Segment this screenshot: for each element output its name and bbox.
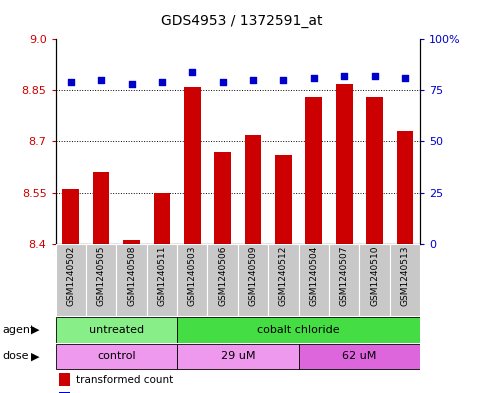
Text: GSM1240511: GSM1240511 (157, 246, 167, 306)
Text: GSM1240503: GSM1240503 (188, 246, 197, 306)
Bar (390, 244, 420, 316)
Bar (116, 244, 147, 316)
Text: GSM1240513: GSM1240513 (400, 246, 410, 306)
Bar (329, 244, 359, 316)
Text: agent: agent (2, 325, 35, 335)
Text: ▶: ▶ (31, 325, 40, 335)
Text: GSM1240509: GSM1240509 (249, 246, 257, 306)
Bar (62, 189, 79, 244)
Text: GSM1240506: GSM1240506 (218, 246, 227, 306)
Bar (397, 131, 413, 244)
Bar (366, 97, 383, 244)
Text: untreated: untreated (89, 325, 144, 335)
Text: GSM1240508: GSM1240508 (127, 246, 136, 306)
Bar (59, 392, 70, 393)
Point (310, 75, 318, 81)
Text: GSM1240512: GSM1240512 (279, 246, 288, 306)
Text: 62 uM: 62 uM (342, 351, 377, 362)
Text: dose: dose (2, 351, 29, 362)
Bar (177, 244, 208, 316)
Bar (177, 343, 298, 369)
Point (280, 77, 287, 83)
Bar (177, 317, 420, 343)
Bar (245, 135, 261, 244)
Point (249, 77, 257, 83)
Text: GDS4953 / 1372591_at: GDS4953 / 1372591_at (161, 14, 322, 28)
Text: control: control (97, 351, 136, 362)
Point (188, 69, 196, 75)
Bar (208, 244, 238, 316)
Bar (59, 373, 70, 386)
Point (219, 79, 227, 85)
Bar (56, 317, 177, 343)
Text: GSM1240502: GSM1240502 (66, 246, 75, 306)
Text: 29 uM: 29 uM (221, 351, 255, 362)
Bar (238, 244, 268, 316)
Bar (336, 84, 353, 244)
Point (128, 81, 135, 87)
Point (67, 79, 74, 85)
Bar (214, 152, 231, 244)
Bar (275, 155, 292, 244)
Text: cobalt chloride: cobalt chloride (257, 325, 340, 335)
Bar (86, 244, 116, 316)
Bar (298, 343, 420, 369)
Text: GSM1240504: GSM1240504 (309, 246, 318, 306)
Bar (268, 244, 298, 316)
Bar (359, 244, 390, 316)
Bar (56, 343, 177, 369)
Point (158, 79, 166, 85)
Bar (147, 244, 177, 316)
Point (97, 77, 105, 83)
Text: transformed count: transformed count (76, 375, 173, 385)
Bar (93, 172, 110, 244)
Point (371, 73, 379, 79)
Text: GSM1240505: GSM1240505 (97, 246, 106, 306)
Text: ▶: ▶ (31, 351, 40, 362)
Bar (298, 244, 329, 316)
Point (401, 75, 409, 81)
Bar (56, 244, 86, 316)
Bar (305, 97, 322, 244)
Point (341, 73, 348, 79)
Bar (184, 87, 200, 244)
Bar (154, 193, 170, 244)
Text: GSM1240507: GSM1240507 (340, 246, 349, 306)
Bar (123, 240, 140, 244)
Text: GSM1240510: GSM1240510 (370, 246, 379, 306)
